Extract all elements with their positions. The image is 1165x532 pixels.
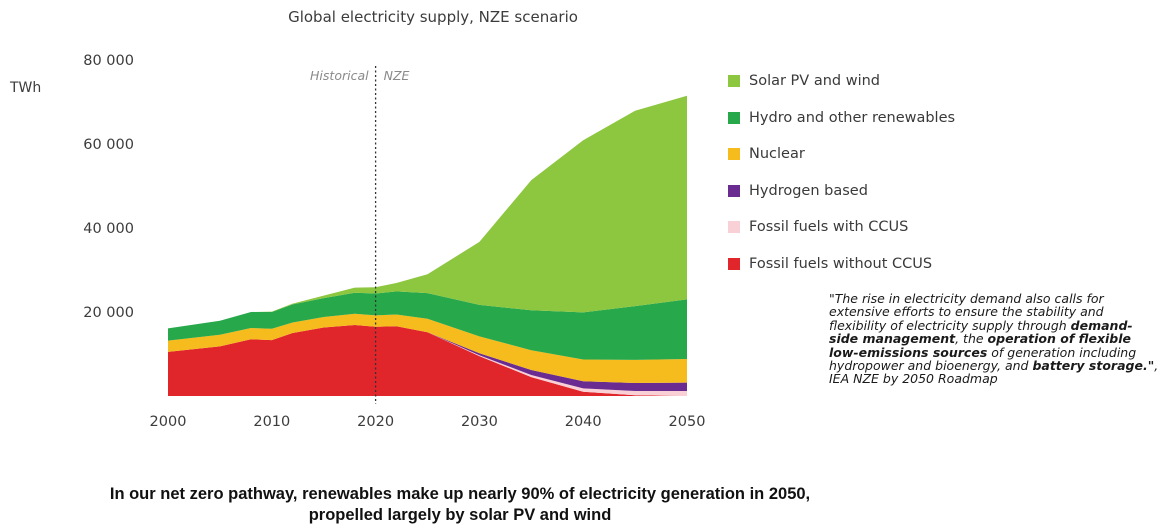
legend-swatch [728,111,740,124]
stacked-area-chart: Global electricity supply, NZE scenario … [9,8,706,430]
legend-label: Hydrogen based [749,182,868,199]
area-fossil-fuels-without-ccus [168,325,687,396]
quote-text-1: "The rise in electricity demand also cal… [829,291,1104,333]
x-axis-ticks: 2000 2010 2020 2030 2040 2050 [150,414,706,430]
area-hydro-and-other-renewables [168,291,687,360]
legend-swatch [728,148,740,160]
legend-item-solar-pv-and-wind: Solar PV and wind [728,72,955,90]
chart-legend: Solar PV and wind Hydro and other renewab… [728,72,955,291]
area-nuclear [168,313,687,383]
y-tick-label: 40 000 [83,221,134,237]
legend-label: Solar PV and wind [749,73,881,89]
historical-label: Historical [310,68,369,83]
legend-label: Hydro and other renewables [749,109,956,126]
quote-text-4: , IEA NZE by 2050 Roadmap [829,358,1159,387]
x-tick-label: 2050 [669,414,706,430]
legend-label: Nuclear [749,146,805,162]
legend-item-hydrogen-based: Hydrogen based [728,182,955,200]
legend-item-fossil-fuels-with-ccus: Fossil fuels with CCUS [728,218,955,236]
y-tick-label: 20 000 [83,305,134,321]
legend-label: Fossil fuels without CCUS [749,255,933,272]
caption-line-1: In our net zero pathway, renewables make… [109,485,811,503]
y-axis-label: TWh [9,80,41,96]
y-axis-ticks: 20 000 40 000 60 000 80 000 [83,53,134,321]
legend-swatch [728,75,740,87]
legend-label: Fossil fuels with CCUS [749,219,909,235]
nze-label: NZE [384,68,410,83]
iea-quote: "The rise in electricity demand also cal… [829,292,1159,386]
area-hydrogen-based [168,325,687,391]
chart-title: Global electricity supply, NZE scenario [288,8,578,26]
quote-bold-3: battery storage." [1032,358,1155,374]
area-series-group [168,95,687,396]
figure-caption: In our net zero pathway, renewables make… [0,484,920,526]
legend-item-hydro-and-other-renewables: Hydro and other renewables [728,109,955,127]
caption-line-2: propelled largely by solar PV and wind [308,506,612,524]
quote-text-3: of generation including hydropower and b… [829,344,1137,374]
legend-item-nuclear: Nuclear [728,145,955,163]
area-solar-pv-and-wind [168,95,687,329]
y-tick-label: 60 000 [83,137,134,153]
quote-bold-2: operation of flexible low-emissions sour… [829,331,1132,360]
x-tick-label: 2010 [253,414,290,430]
legend-item-fossil-fuels-without-ccus: Fossil fuels without CCUS [728,255,955,273]
x-tick-label: 2000 [150,414,187,430]
quote-bold-1: demand-side management [829,317,1133,347]
x-tick-label: 2020 [357,414,394,430]
legend-swatch [728,184,740,197]
legend-swatch [728,221,740,233]
legend-swatch [728,257,740,270]
x-tick-label: 2030 [461,414,498,430]
x-tick-label: 2040 [565,414,602,430]
y-tick-label: 80 000 [83,53,134,69]
quote-text-2: , the [955,331,988,347]
